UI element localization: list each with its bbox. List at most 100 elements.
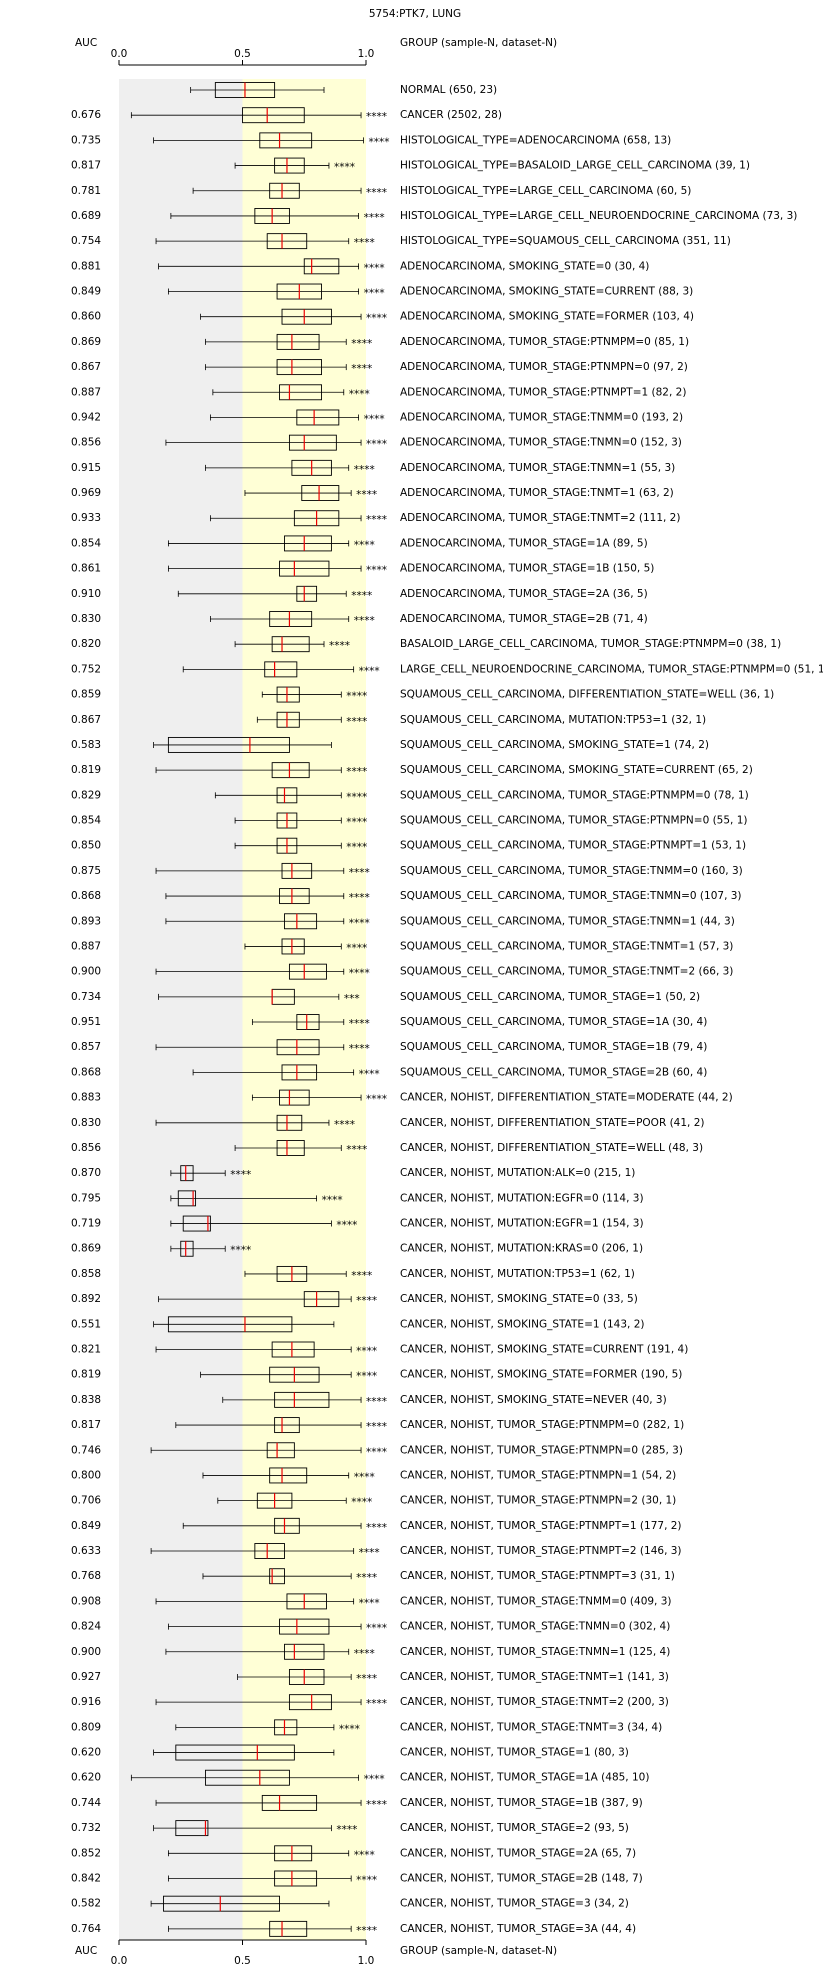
significance: **** [354,464,375,476]
box [274,1517,300,1534]
box [274,1417,300,1434]
auc-label: 0.633 [71,1545,101,1557]
auc-label: 0.689 [71,210,101,222]
group-label: CANCER (2502, 28) [400,109,502,121]
significance: **** [346,942,367,954]
group-label: SQUAMOUS_CELL_CARCINOMA, TUMOR_STAGE:TNM… [400,966,733,978]
significance: **** [356,1874,377,1886]
box [284,535,332,552]
auc-label: 0.887 [71,940,101,952]
group-label: CANCER, NOHIST, MUTATION:ALK=0 (215, 1) [400,1167,635,1179]
significance: **** [366,111,387,123]
group-label: CANCER, NOHIST, TUMOR_STAGE=3 (34, 2) [400,1898,629,1910]
auc-label: 0.910 [71,588,101,600]
auc-label: 0.746 [71,1444,101,1456]
auc-label: 0.858 [71,1268,101,1280]
box [180,1240,194,1257]
box [182,1215,211,1232]
x-tick-label: 0.0 [111,1955,128,1967]
significance: **** [354,539,375,551]
significance: **** [356,1673,377,1685]
group-label: SQUAMOUS_CELL_CARCINOMA, TUMOR_STAGE:PTN… [400,789,749,801]
box [167,1316,293,1333]
group-header: GROUP (sample-N, dataset-N) [400,37,557,49]
significance: **** [230,1169,251,1181]
group-label: HISTOLOGICAL_TYPE=LARGE_CELL_CARCINOMA (… [400,185,691,197]
auc-label: 0.856 [71,437,101,449]
group-label: CANCER, NOHIST, MUTATION:EGFR=1 (154, 3) [400,1218,644,1230]
box [163,1895,281,1912]
significance: **** [356,1295,377,1307]
group-label: CANCER, NOHIST, TUMOR_STAGE:PTNMPN=0 (28… [400,1444,683,1456]
group-label: CANCER, NOHIST, TUMOR_STAGE:PTNMPT=2 (14… [400,1545,682,1557]
significance: **** [356,1572,377,1584]
box [274,1391,330,1408]
group-label: ADENOCARCINOMA, TUMOR_STAGE=1B (150, 5) [400,563,654,575]
auc-label: 0.849 [71,286,101,298]
box [274,1845,313,1862]
auc-label: 0.809 [71,1721,101,1733]
auc-label: 0.781 [71,185,101,197]
auc-label: 0.719 [71,1218,101,1230]
significance: **** [364,413,385,425]
auc-label: 0.859 [71,689,101,701]
group-label: CANCER, NOHIST, TUMOR_STAGE:TNMT=3 (34, … [400,1721,662,1733]
significance: **** [351,590,372,602]
significance: **** [346,842,367,854]
auc-label: 0.892 [71,1293,101,1305]
box [274,1719,298,1736]
auc-label: 0.838 [71,1394,101,1406]
box [279,560,330,577]
significance: **** [356,489,377,501]
group-label: ADENOCARCINOMA, TUMOR_STAGE:PTNMPT=1 (82… [400,386,686,398]
significance: **** [366,313,387,325]
auc-label: 0.951 [71,1016,101,1028]
significance: **** [364,1774,385,1786]
box [271,1341,315,1358]
group-label: CANCER, NOHIST, SMOKING_STATE=FORMER (19… [400,1369,682,1381]
group-label: CANCER, NOHIST, DIFFERENTIATION_STATE=WE… [400,1142,703,1154]
box [281,308,332,325]
box [286,1593,327,1610]
significance: **** [366,1623,387,1635]
box [269,1920,308,1937]
group-label: CANCER, NOHIST, TUMOR_STAGE:PTNMPN=2 (30… [400,1495,676,1507]
auc-label: 0.842 [71,1872,101,1884]
auc-label: 0.868 [71,1066,101,1078]
significance: **** [359,665,380,677]
significance: **** [349,917,370,929]
background-high [242,79,366,1940]
box [281,938,305,955]
significance: **** [359,1597,380,1609]
auc-label: 0.869 [71,1243,101,1255]
box [274,1870,318,1887]
significance: **** [366,1446,387,1458]
auc-label: 0.850 [71,840,101,852]
group-label: SQUAMOUS_CELL_CARCINOMA, DIFFERENTIATION… [400,689,774,701]
significance: **** [349,892,370,904]
x-tick-label: 1.0 [358,48,375,60]
box [274,157,305,174]
auc-label: 0.849 [71,1520,101,1532]
auc-label: 0.754 [71,235,101,247]
box [288,963,327,980]
auc-label: 0.860 [71,311,101,323]
auc-label: 0.870 [71,1167,101,1179]
x-tick-label: 0.5 [234,48,251,60]
auc-label: 0.706 [71,1495,101,1507]
group-label: CANCER, NOHIST, MUTATION:EGFR=0 (114, 3) [400,1192,644,1204]
significance: **** [366,439,387,451]
significance: **** [349,388,370,400]
significance: **** [334,162,355,174]
group-label: SQUAMOUS_CELL_CARCINOMA, TUMOR_STAGE=1 (… [400,991,700,1003]
significance: **** [346,1144,367,1156]
significance: **** [366,1094,387,1106]
group-header: GROUP (sample-N, dataset-N) [400,1945,557,1957]
significance: **** [359,1068,380,1080]
significance: **** [354,1471,375,1483]
auc-label: 0.883 [71,1092,101,1104]
group-label: CANCER, NOHIST, TUMOR_STAGE:PTNMPN=1 (54… [400,1469,676,1481]
auc-label: 0.969 [71,487,101,499]
group-label: CANCER, NOHIST, SMOKING_STATE=1 (143, 2) [400,1318,644,1330]
